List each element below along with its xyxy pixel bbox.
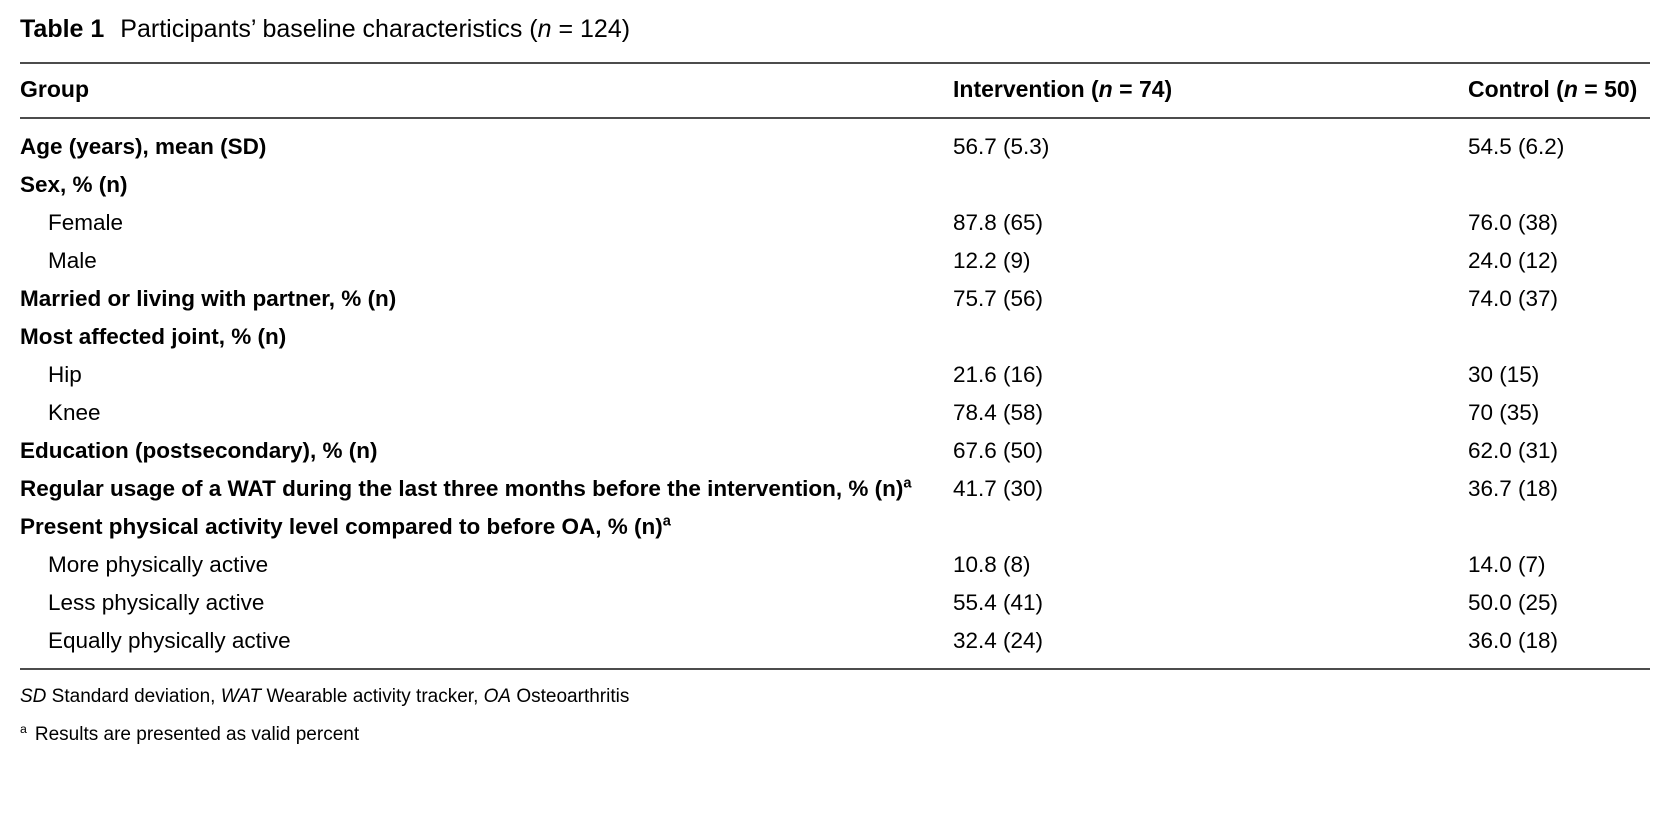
- footnote-marker-superscript: a: [903, 475, 912, 492]
- table-row: Most affected joint, % (n): [20, 318, 1650, 356]
- table-caption: Table 1 Participants’ baseline characteri…: [20, 12, 1650, 46]
- table-row: Hip 21.6 (16) 30 (15): [20, 356, 1650, 394]
- intervention-value: 56.7 (5.3): [953, 134, 1050, 159]
- table-caption-text: Participants’ baseline characteristics (…: [120, 15, 630, 43]
- table-row: Female 87.8 (65) 76.0 (38): [20, 204, 1650, 242]
- table-row: Married or living with partner, % (n) 75.…: [20, 280, 1650, 318]
- abbreviations-footnote: SD Standard deviation, WAT Wearable acti…: [20, 685, 1650, 709]
- table-row: Less physically active 55.4 (41) 50.0 (25): [20, 584, 1650, 622]
- control-value: 54.5 (6.2): [1468, 134, 1565, 159]
- table-body: Age (years), mean (SD) 56.7 (5.3) 54.5 (6.…: [20, 118, 1650, 669]
- control-value: 30 (15): [1468, 362, 1540, 387]
- intervention-value: 10.8 (8): [953, 552, 1031, 577]
- row-label: Hip: [48, 362, 82, 387]
- row-label: Regular usage of a WAT during the last t…: [20, 475, 912, 501]
- intervention-value: 67.6 (50): [953, 438, 1044, 463]
- column-header-group: Group: [20, 63, 953, 119]
- row-label: Knee: [48, 400, 101, 425]
- footnote-a-marker: a: [20, 721, 27, 736]
- control-header-n: n: [1563, 76, 1578, 102]
- caption-n-italic: n: [537, 15, 552, 43]
- row-label: More physically active: [48, 552, 269, 577]
- abbreviation-definition: Osteoarthritis: [511, 686, 630, 707]
- caption-text-prefix: Participants’ baseline characteristics (: [120, 15, 538, 43]
- intervention-value: [953, 318, 1468, 356]
- caption-text-suffix: = 124): [551, 15, 631, 43]
- header-row: Group Intervention (n = 74) Control (n =…: [20, 63, 1650, 119]
- row-label: Married or living with partner, % (n): [20, 286, 397, 311]
- row-label: Education (postsecondary), % (n): [20, 438, 378, 463]
- table-row: More physically active 10.8 (8) 14.0 (7): [20, 546, 1650, 584]
- intervention-value: 32.4 (24): [953, 628, 1044, 653]
- abbreviation-term: SD: [20, 686, 47, 707]
- group-header-text: Group: [20, 76, 89, 102]
- table-row: Regular usage of a WAT during the last t…: [20, 470, 1650, 508]
- row-label: Most affected joint, % (n): [20, 324, 287, 349]
- column-header-control: Control (n = 50): [1468, 63, 1650, 119]
- table-row: Male 12.2 (9) 24.0 (12): [20, 242, 1650, 280]
- intervention-value: 75.7 (56): [953, 286, 1044, 311]
- intervention-value: 41.7 (30): [953, 476, 1044, 501]
- footnote-marker-superscript: a: [662, 513, 671, 530]
- control-value: [1468, 166, 1650, 204]
- control-value: 70 (35): [1468, 400, 1540, 425]
- intervention-value: [953, 508, 1468, 546]
- control-value: [1468, 508, 1650, 546]
- row-label: Present physical activity level compared…: [20, 513, 671, 539]
- control-value: 24.0 (12): [1468, 248, 1559, 273]
- intervention-header-text: Intervention (n = 74): [953, 76, 1172, 102]
- control-value: 14.0 (7): [1468, 552, 1546, 577]
- table-row: Knee 78.4 (58) 70 (35): [20, 394, 1650, 432]
- footnote-a: a Results are presented as valid percent: [20, 721, 1650, 747]
- table-row: Education (postsecondary), % (n) 67.6 (50…: [20, 432, 1650, 470]
- table-row: Present physical activity level compared…: [20, 508, 1650, 546]
- control-header-prefix: Control (: [1468, 76, 1564, 102]
- row-label: Age (years), mean (SD): [20, 134, 267, 159]
- control-value: 50.0 (25): [1468, 590, 1559, 615]
- abbreviation-term: WAT: [220, 686, 262, 707]
- control-value: [1468, 318, 1650, 356]
- intervention-value: [953, 166, 1468, 204]
- intervention-header-prefix: Intervention (: [953, 76, 1099, 102]
- abbreviation-definition: Standard deviation,: [46, 686, 221, 707]
- control-header-suffix: = 50): [1577, 76, 1638, 102]
- footnotes: SD Standard deviation, WAT Wearable acti…: [20, 685, 1650, 747]
- intervention-header-suffix: = 74): [1112, 76, 1173, 102]
- control-value: 36.0 (18): [1468, 628, 1559, 653]
- table-number-label: Table 1: [20, 15, 105, 43]
- row-label: Sex, % (n): [20, 172, 128, 197]
- table-row: Sex, % (n): [20, 166, 1650, 204]
- footnote-a-text: Results are presented as valid percent: [34, 724, 360, 745]
- control-header-text: Control (n = 50): [1468, 76, 1637, 102]
- control-value: 76.0 (38): [1468, 210, 1559, 235]
- row-label: Less physically active: [48, 590, 265, 615]
- abbreviation-term: OA: [483, 686, 512, 707]
- intervention-value: 55.4 (41): [953, 590, 1044, 615]
- intervention-value: 78.4 (58): [953, 400, 1044, 425]
- intervention-header-n: n: [1098, 76, 1113, 102]
- control-value: 62.0 (31): [1468, 438, 1559, 463]
- row-label: Equally physically active: [48, 628, 291, 653]
- intervention-value: 21.6 (16): [953, 362, 1044, 387]
- intervention-value: 12.2 (9): [953, 248, 1031, 273]
- row-label: Female: [48, 210, 124, 235]
- abbreviation-definition: Wearable activity tracker,: [261, 686, 484, 707]
- baseline-characteristics-table: Group Intervention (n = 74) Control (n =…: [20, 62, 1650, 670]
- table-row: Age (years), mean (SD) 56.7 (5.3) 54.5 (6.…: [20, 118, 1650, 166]
- row-label: Male: [48, 248, 97, 273]
- intervention-value: 87.8 (65): [953, 210, 1044, 235]
- control-value: 74.0 (37): [1468, 286, 1559, 311]
- control-value: 36.7 (18): [1468, 476, 1559, 501]
- column-header-intervention: Intervention (n = 74): [953, 63, 1468, 119]
- table-row: Equally physically active 32.4 (24) 36.0 (…: [20, 622, 1650, 670]
